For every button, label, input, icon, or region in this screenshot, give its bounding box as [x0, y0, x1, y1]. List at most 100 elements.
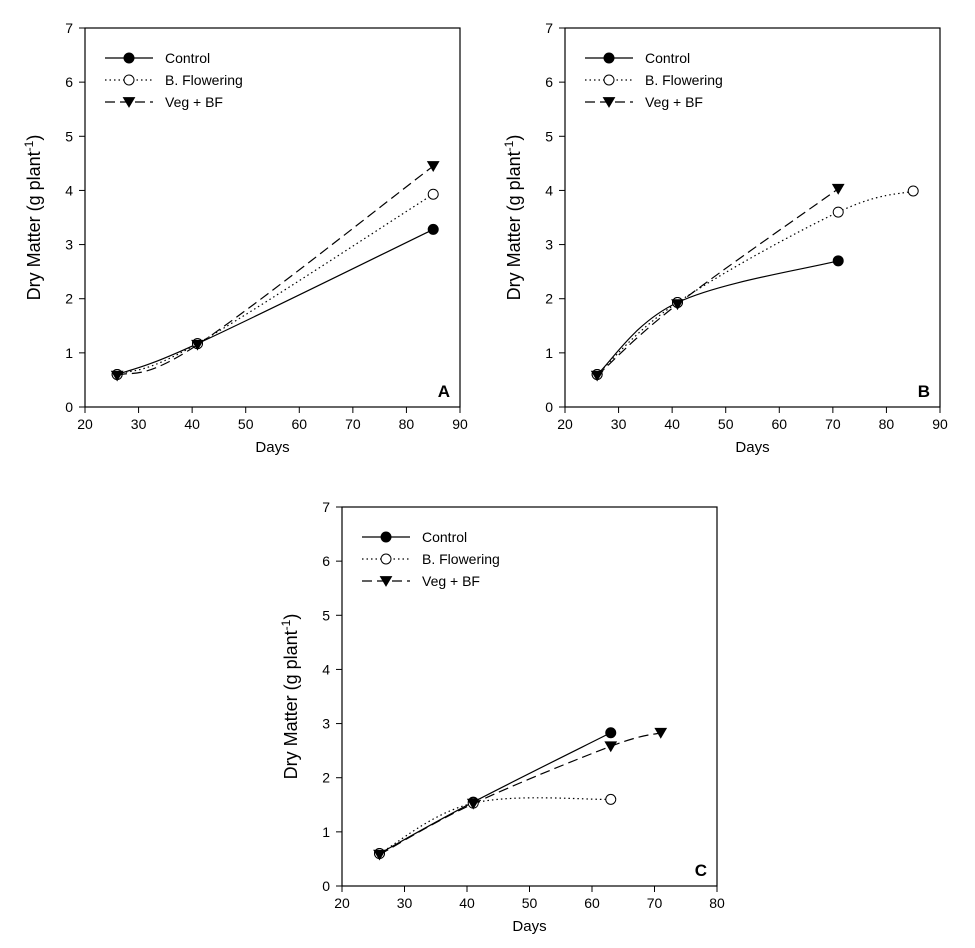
x-tick-label: 90: [932, 416, 948, 432]
y-tick-label: 2: [322, 770, 330, 786]
series-line-3: [379, 732, 661, 856]
x-axis-label: Days: [512, 918, 546, 935]
data-point: [605, 793, 617, 805]
x-tick-label: 30: [397, 895, 413, 911]
data-point: [373, 849, 386, 861]
data-point: [605, 727, 617, 739]
y-tick-label: 2: [545, 291, 553, 307]
x-axis-label: Days: [735, 439, 769, 456]
legend-label: Veg + BF: [645, 94, 703, 110]
legend-label: B. Flowering: [645, 72, 723, 88]
legend-marker: [123, 74, 135, 86]
data-point: [654, 727, 668, 739]
data-point: [832, 206, 844, 218]
legend-marker: [603, 74, 615, 86]
x-tick-label: 40: [664, 416, 680, 432]
x-tick-label: 60: [584, 895, 600, 911]
series-line-2: [379, 797, 611, 855]
panel-label: C: [695, 861, 707, 880]
x-tick-label: 30: [611, 416, 627, 432]
legend-marker: [379, 576, 393, 587]
x-tick-label: 50: [522, 895, 538, 911]
y-tick-label: 3: [65, 237, 73, 253]
data-point: [832, 255, 844, 267]
legend-marker: [603, 52, 615, 64]
legend-marker: [602, 97, 616, 108]
x-tick-label: 20: [77, 416, 93, 432]
series-line-1: [116, 228, 434, 376]
legend-marker: [122, 97, 136, 108]
data-point: [907, 185, 919, 197]
y-tick-label: 6: [545, 74, 553, 90]
y-tick-label: 7: [545, 20, 553, 36]
chart-panel-b: 20 30 40 50 60 70 80 90 0 1 2 3 4 5 6 7 Days Dry Matter (…: [502, 20, 948, 456]
y-tick-label: 0: [322, 878, 330, 894]
plot-frame: [84, 27, 461, 408]
data-point: [590, 370, 604, 382]
panel-label: A: [438, 382, 450, 401]
legend-label: B. Flowering: [422, 551, 500, 567]
y-tick-label: 3: [322, 716, 330, 732]
data-point: [191, 339, 204, 351]
legend-label: Control: [645, 50, 690, 66]
legend-marker: [380, 531, 392, 543]
y-tick-label: 7: [65, 20, 73, 36]
x-tick-label: 50: [718, 416, 734, 432]
legend-marker: [123, 52, 135, 64]
panel-label: B: [918, 382, 930, 401]
y-tick-label: 0: [65, 399, 73, 415]
y-tick-label: 5: [322, 607, 330, 623]
chart-panel-c: 20 30 40 50 60 70 80 0 1 2 3 4 5 6 7 Days Dry Matter (g …: [279, 499, 725, 935]
x-tick-label: 80: [879, 416, 895, 432]
y-tick-label: 4: [65, 182, 73, 198]
series-line-2: [116, 193, 434, 376]
series-line-1: [596, 260, 839, 375]
data-point: [466, 798, 480, 810]
y-axis-label: Dry Matter (g plant-1): [22, 135, 44, 301]
plot-frame: [341, 506, 718, 887]
x-tick-label: 40: [459, 895, 475, 911]
y-tick-label: 4: [322, 661, 330, 677]
series-line-3: [596, 188, 839, 377]
legend-label: Control: [422, 529, 467, 545]
series-line-1: [379, 732, 612, 855]
y-tick-label: 6: [65, 74, 73, 90]
y-tick-label: 5: [545, 128, 553, 144]
y-tick-label: 0: [545, 399, 553, 415]
x-tick-label: 80: [709, 895, 725, 911]
legend-marker: [380, 553, 392, 565]
y-tick-label: 2: [65, 291, 73, 307]
x-tick-label: 30: [131, 416, 147, 432]
y-tick-label: 5: [65, 128, 73, 144]
data-point: [427, 223, 439, 235]
plot-frame: [564, 27, 941, 408]
legend-label: B. Flowering: [165, 72, 243, 88]
y-tick-label: 4: [545, 182, 553, 198]
y-axis-label: Dry Matter (g plant-1): [502, 135, 524, 301]
y-tick-label: 1: [322, 824, 330, 840]
x-tick-label: 40: [184, 416, 200, 432]
data-point: [671, 299, 684, 311]
y-tick-label: 1: [65, 345, 73, 361]
legend-label: Veg + BF: [422, 573, 480, 589]
x-tick-label: 20: [334, 895, 350, 911]
series-line-2: [596, 190, 914, 375]
data-point: [427, 188, 439, 200]
x-tick-label: 90: [452, 416, 468, 432]
data-point: [426, 161, 440, 173]
x-tick-label: 70: [647, 895, 663, 911]
y-tick-label: 3: [545, 237, 553, 253]
y-tick-label: 6: [322, 553, 330, 569]
legend-label: Veg + BF: [165, 94, 223, 110]
x-tick-label: 60: [771, 416, 787, 432]
x-tick-label: 80: [399, 416, 415, 432]
x-tick-label: 70: [825, 416, 841, 432]
data-point: [604, 741, 618, 753]
legend-label: Control: [165, 50, 210, 66]
x-tick-label: 50: [238, 416, 254, 432]
x-tick-label: 70: [345, 416, 361, 432]
y-tick-label: 7: [322, 499, 330, 515]
chart-panel-a: 20 30 40 50 60 70 80 90 0 1 2 3 4 5 6 7 Days Dry Matter (…: [22, 20, 468, 456]
x-axis-label: Days: [255, 439, 289, 456]
